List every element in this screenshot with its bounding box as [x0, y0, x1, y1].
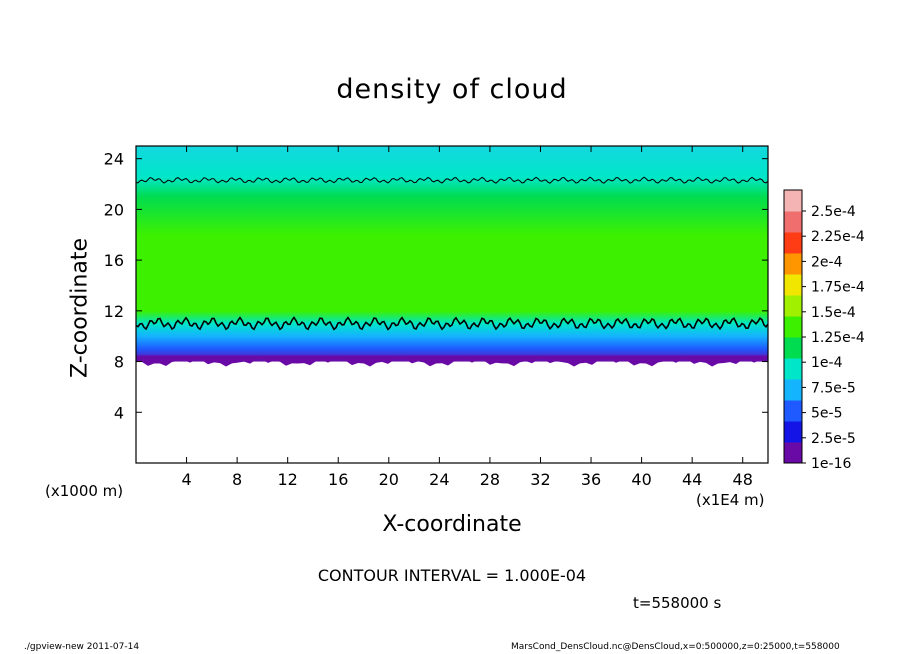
colorbar-swatch [784, 253, 802, 275]
x-tick-label: 24 [429, 470, 449, 489]
x-tick-label: 20 [379, 470, 399, 489]
colorbar-label: 1e-4 [811, 355, 843, 371]
x-axis-ticks: 4 8 12 16 20 24 28 32 36 40 44 48 [181, 146, 753, 489]
colorbar-swatch [784, 400, 802, 422]
colorbar-swatch [784, 295, 802, 317]
colorbar: 1e-16 2.5e-5 5e-5 7.5e-5 1e-4 1.25e-4 1.5e-4 1.… [783, 189, 865, 472]
colorbar-swatch [784, 379, 802, 401]
footer-left: ./gpview-new 2011-07-14 [24, 642, 140, 652]
colorbar-label: 1.25e-4 [811, 330, 865, 346]
footer-right: MarsCond_DensCloud.nc@DensCloud,x=0:5000… [511, 642, 840, 652]
x-tick-label: 40 [631, 470, 651, 489]
colorbar-label: 2.5e-5 [811, 431, 856, 447]
colorbar-swatch [784, 421, 802, 443]
colorbar-label: 1.75e-4 [811, 280, 865, 296]
colorbar-label: 2e-4 [811, 254, 843, 270]
colorbar-label: 1e-16 [811, 456, 851, 472]
y-tick-label: 16 [104, 251, 124, 270]
x-tick-label: 8 [232, 470, 242, 489]
y-tick-label: 4 [114, 403, 124, 422]
colorbar-swatch [784, 274, 802, 296]
contour-lines [135, 176, 769, 331]
colorbar-label: 1.5e-4 [811, 305, 856, 321]
colorbar-swatch [784, 358, 802, 380]
x-axis-label: X-coordinate [382, 512, 522, 537]
cloud-base-edge [136, 355, 768, 367]
chart-title: density of cloud [336, 74, 568, 105]
colorbar-swatch [784, 337, 802, 359]
plot-frame [135, 145, 769, 464]
x-tick-label: 28 [480, 470, 500, 489]
colorbar-swatch [784, 190, 802, 212]
x-tick-label: 4 [181, 470, 191, 489]
x-tick-label: 32 [530, 470, 550, 489]
y-axis-unit: (x1000 m) [45, 482, 124, 500]
contour-interval-label: CONTOUR INTERVAL = 1.000E-04 [317, 566, 587, 585]
colorbar-swatch [784, 232, 802, 254]
time-label: t=558000 s [633, 594, 722, 612]
x-tick-label: 36 [581, 470, 601, 489]
y-tick-label: 24 [104, 150, 124, 169]
x-axis-unit: (x1E4 m) [696, 491, 765, 509]
colorbar-label: 7.5e-5 [811, 380, 856, 396]
x-tick-label: 44 [682, 470, 702, 489]
y-tick-label: 8 [114, 353, 124, 372]
colorbar-swatch [784, 442, 802, 464]
colorbar-label: 2.25e-4 [811, 229, 865, 245]
y-axis-ticks: 4 8 12 16 20 24 [104, 150, 768, 422]
colorbar-label: 5e-5 [811, 406, 842, 422]
contour-line [135, 176, 769, 184]
y-tick-label: 12 [104, 302, 124, 321]
x-tick-label: 16 [328, 470, 348, 489]
y-tick-label: 20 [104, 200, 124, 219]
x-tick-label: 12 [278, 470, 298, 489]
colorbar-swatch [784, 316, 802, 338]
y-axis-label: Z-coordinate [67, 238, 93, 378]
x-tick-label: 48 [733, 470, 753, 489]
colorbar-frame [783, 189, 803, 464]
contour-line [135, 316, 769, 331]
colorbar-swatch [784, 211, 802, 233]
colorbar-label: 2.5e-4 [811, 204, 856, 220]
